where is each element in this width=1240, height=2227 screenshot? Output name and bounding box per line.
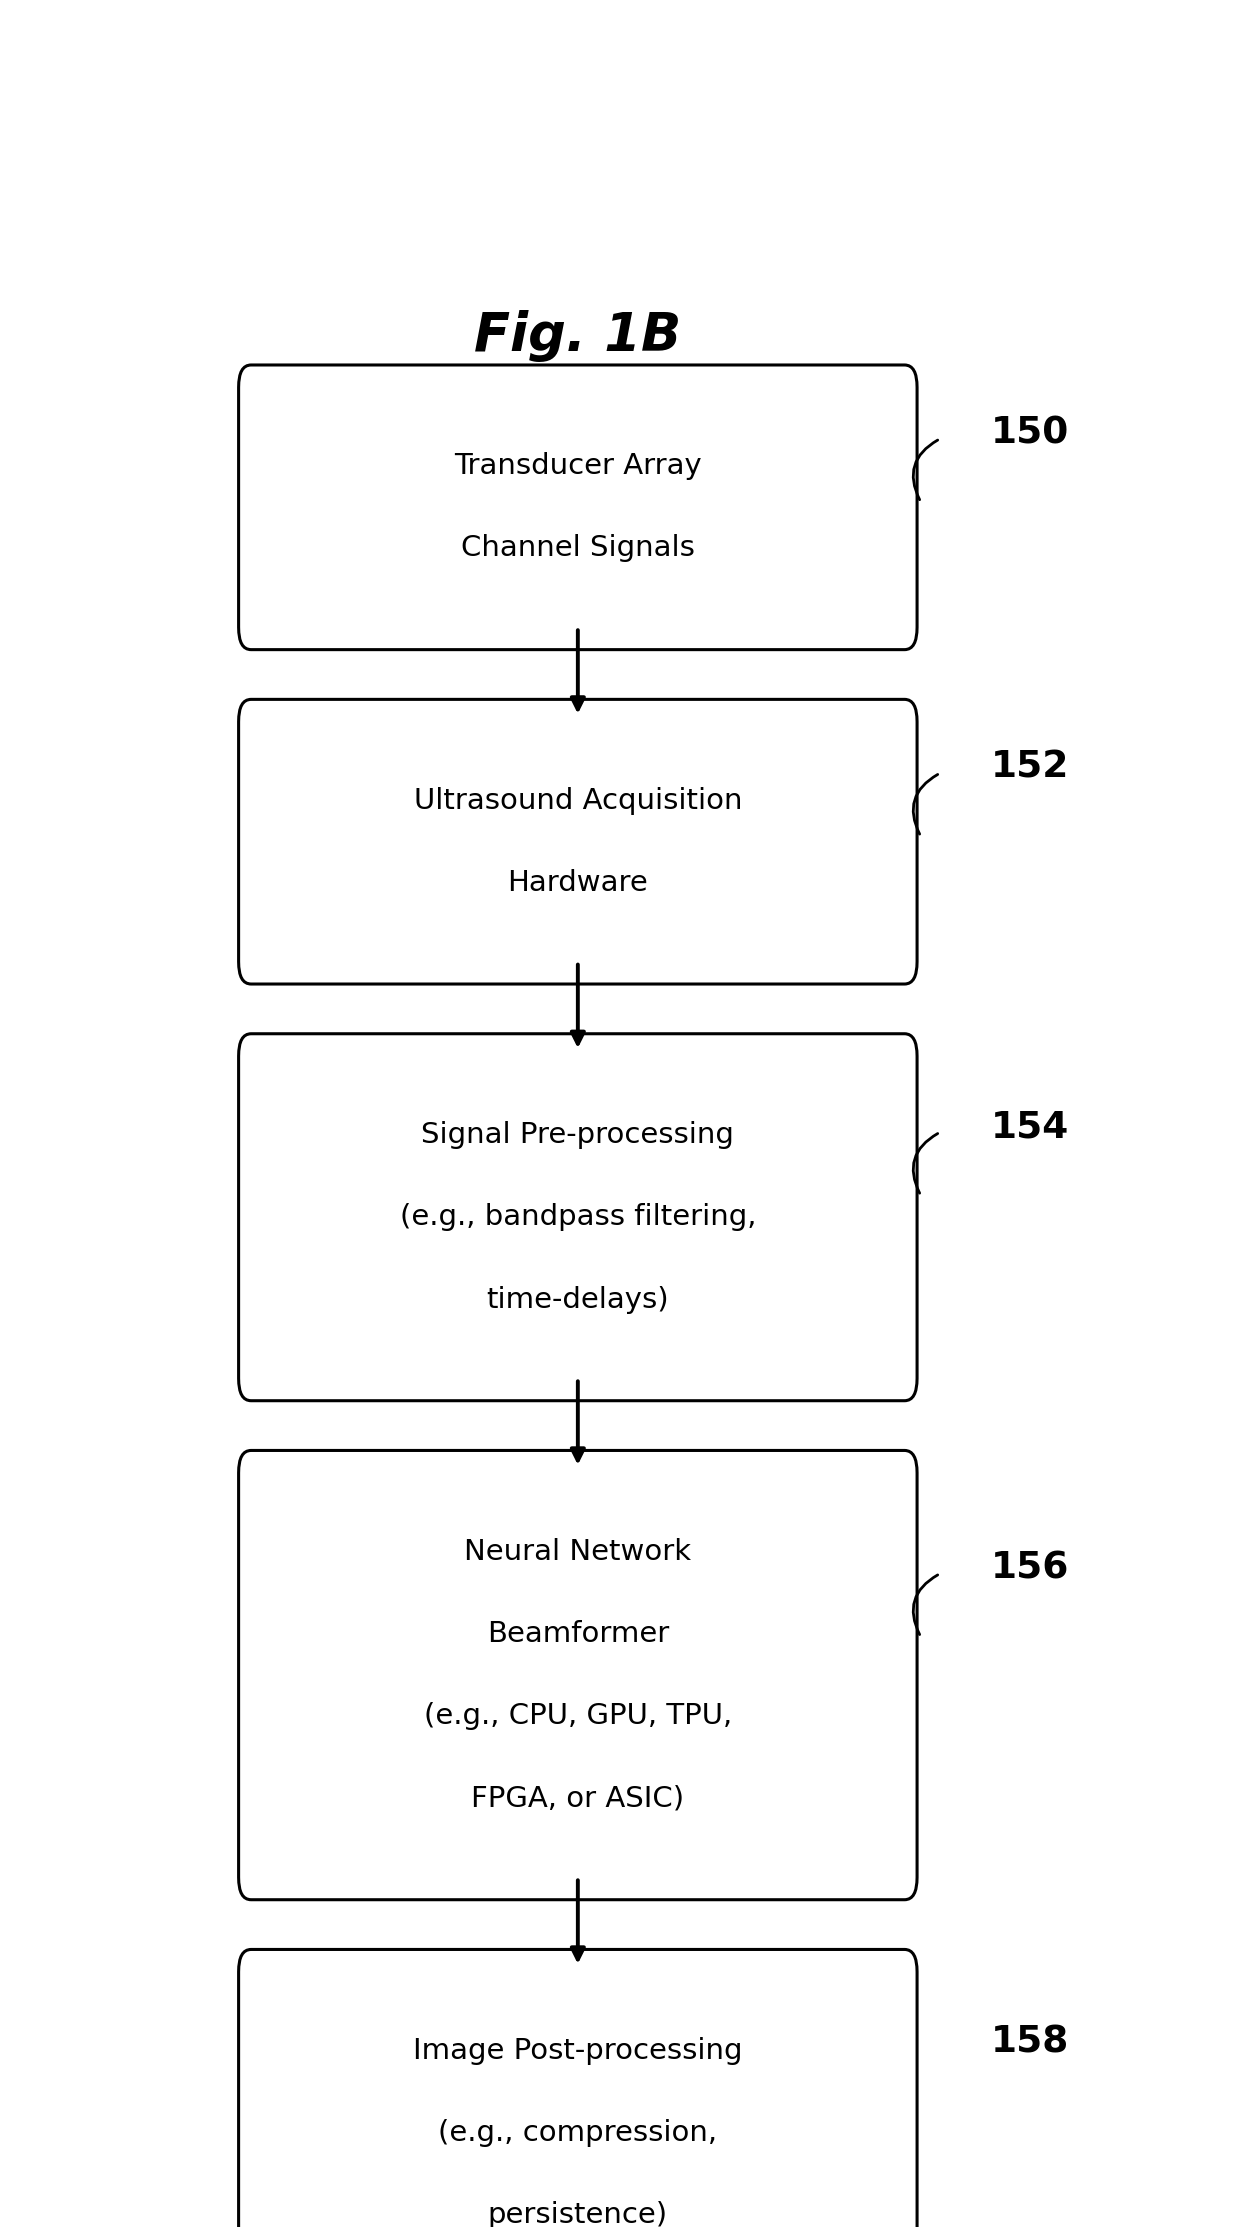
FancyBboxPatch shape [238, 365, 918, 650]
Text: 152: 152 [991, 750, 1069, 786]
Text: Fig. 1B: Fig. 1B [474, 310, 682, 363]
Text: Channel Signals: Channel Signals [461, 534, 694, 563]
FancyBboxPatch shape [238, 1949, 918, 2227]
Text: (e.g., bandpass filtering,: (e.g., bandpass filtering, [399, 1203, 756, 1232]
FancyBboxPatch shape [238, 1033, 918, 1401]
FancyBboxPatch shape [238, 699, 918, 984]
Text: persistence): persistence) [487, 2200, 668, 2227]
Text: Hardware: Hardware [507, 869, 649, 897]
Text: Neural Network: Neural Network [464, 1537, 692, 1566]
Text: 150: 150 [991, 416, 1069, 452]
Text: time-delays): time-delays) [486, 1285, 670, 1314]
Text: FPGA, or ASIC): FPGA, or ASIC) [471, 1784, 684, 1813]
Text: Signal Pre-processing: Signal Pre-processing [422, 1120, 734, 1149]
Text: Image Post-processing: Image Post-processing [413, 2038, 743, 2064]
FancyBboxPatch shape [238, 1450, 918, 1900]
Text: Ultrasound Acquisition: Ultrasound Acquisition [414, 786, 742, 815]
Text: Beamformer: Beamformer [487, 1619, 668, 1648]
Text: 158: 158 [991, 2024, 1069, 2060]
Text: (e.g., CPU, GPU, TPU,: (e.g., CPU, GPU, TPU, [424, 1701, 732, 1730]
Text: Transducer Array: Transducer Array [454, 452, 702, 481]
Text: 156: 156 [991, 1550, 1069, 1586]
Text: (e.g., compression,: (e.g., compression, [438, 2118, 718, 2147]
Text: 154: 154 [991, 1109, 1069, 1145]
